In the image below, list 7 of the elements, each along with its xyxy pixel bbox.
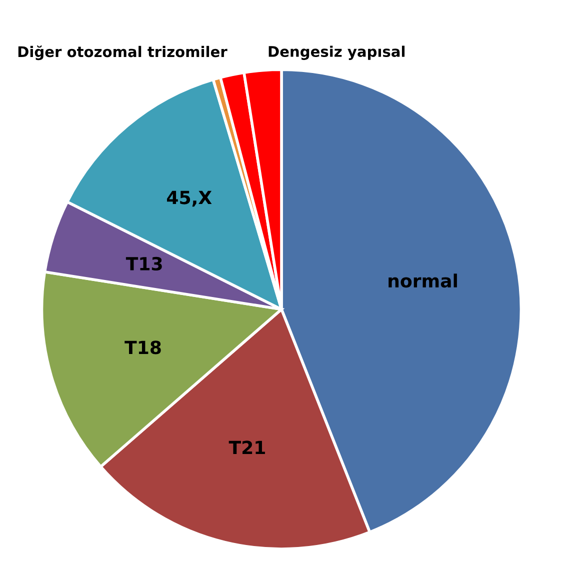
slice-label: T21 [228,440,265,454]
slice-label: T18 [124,340,161,354]
slice-label: 45,X [166,190,212,207]
slice-label: Diğer otozomal trizomiler [18,46,228,60]
slice-label: normal [388,274,457,288]
slice-label: T13 [126,256,162,271]
slice-label: Dengesiz yapısal [268,46,405,60]
